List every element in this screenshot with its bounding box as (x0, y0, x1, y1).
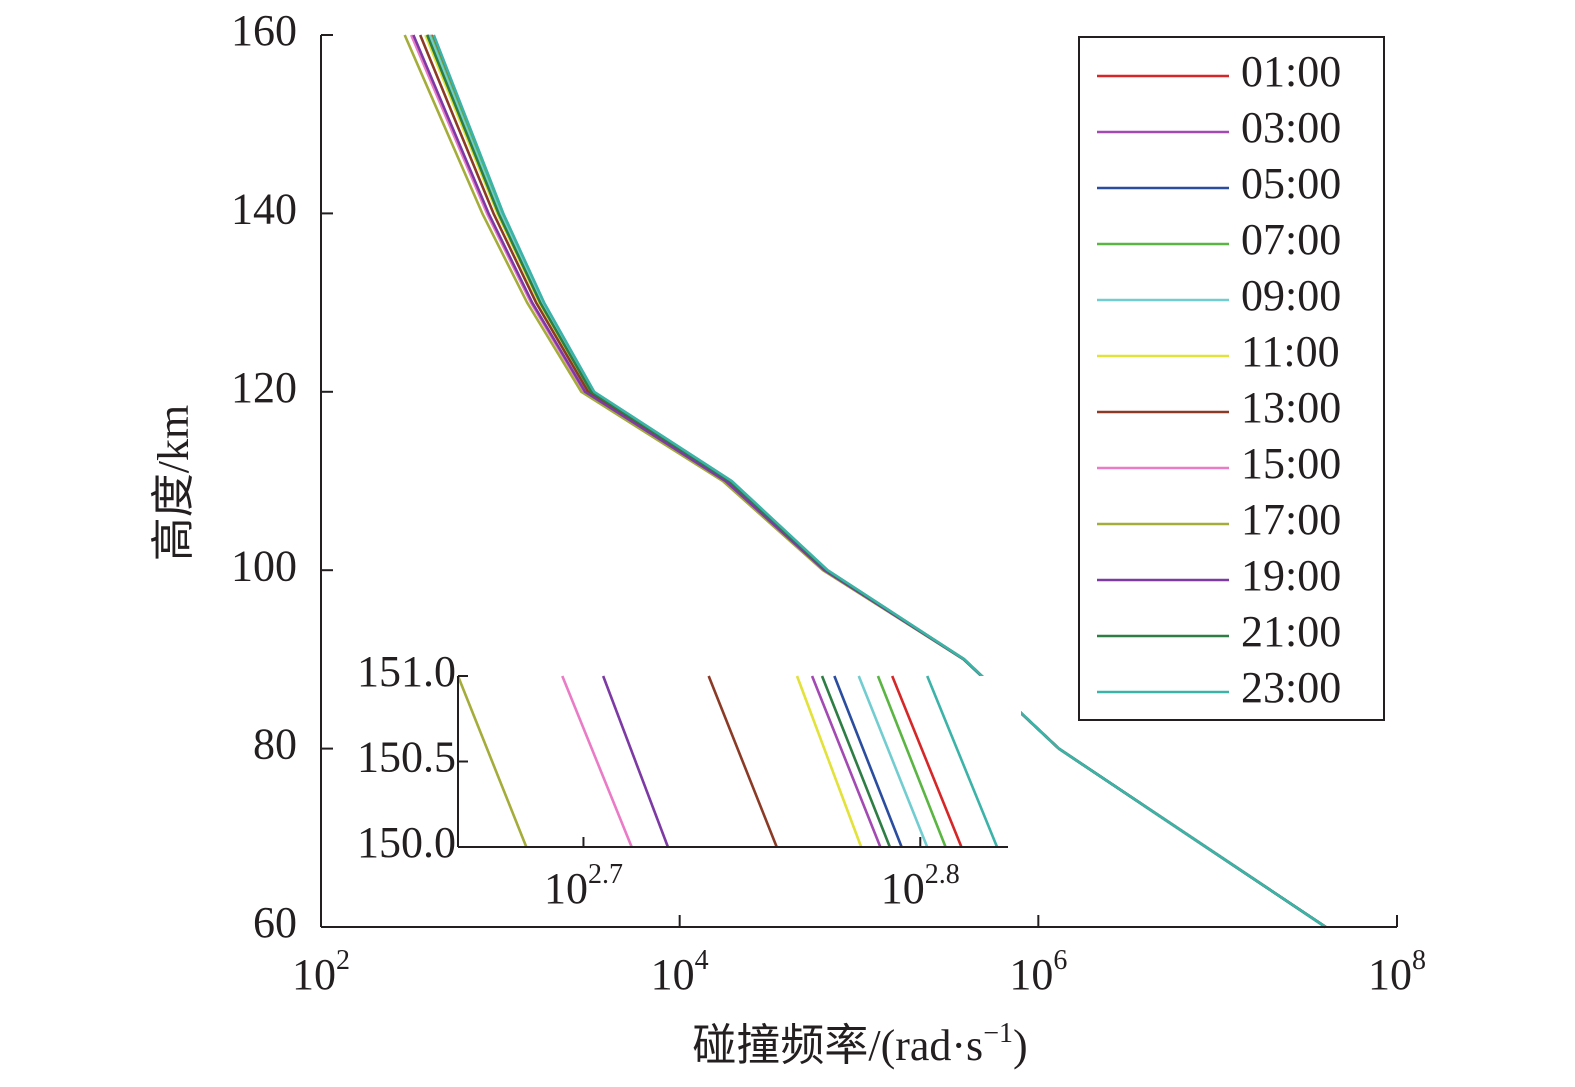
inset-series-line-1500 (561, 675, 633, 848)
inset-series-line-2100 (820, 675, 892, 848)
inset-series-line-0900 (857, 675, 929, 848)
y-tick-label: 160 (231, 6, 297, 55)
inset-series-line-1300 (707, 675, 778, 848)
inset-y-tick-label: 150.5 (357, 733, 456, 782)
legend-label: 01:00 (1241, 47, 1341, 96)
inset-x-tick-label: 102.8 (881, 859, 960, 913)
x-axis-title-exponent: −1 (983, 1018, 1013, 1049)
y-tick-label: 140 (231, 184, 297, 233)
inset-series-line-0700 (876, 675, 947, 848)
inset-axes: 150.0 150.5 151.0 102.7 102.8 (357, 647, 1008, 913)
y-tick-label: 60 (253, 898, 297, 947)
inset-series-line-0100 (890, 675, 963, 848)
inset-series-line-2300 (926, 675, 999, 848)
x-axis-title-close: ) (1013, 1021, 1028, 1070)
legend-label: 17:00 (1241, 495, 1341, 544)
legend-label: 09:00 (1241, 271, 1341, 320)
legend-label: 23:00 (1241, 663, 1341, 712)
legend-box (1078, 36, 1385, 721)
inset-series-line-0300 (810, 675, 882, 848)
y-tick-label: 80 (253, 720, 297, 769)
inset-series-line-1900 (601, 675, 670, 848)
inset-x-tick-label: 102.7 (544, 859, 623, 913)
x-tick-label: 102 (292, 945, 350, 999)
legend-label: 05:00 (1241, 159, 1341, 208)
main-axes: 60 80 100 120 140 160 102 104 106 108 (231, 6, 1426, 999)
legend-label: 21:00 (1241, 607, 1341, 656)
legend-label: 11:00 (1241, 327, 1340, 376)
inset-series-line-1100 (795, 675, 863, 848)
y-tick-label: 100 (231, 541, 297, 590)
legend: 01:00 03:00 05:00 07:00 09:00 11:00 13:00 15:00… (1078, 36, 1385, 721)
inset-series-line-0500 (833, 675, 903, 848)
inset-plot: 150.0 150.5 151.0 102.7 102.8 (357, 647, 1021, 913)
x-axis-title-main: 碰撞频率/(rad·s (692, 1021, 983, 1070)
inset-series-line-1700 (456, 675, 528, 848)
legend-label: 15:00 (1241, 439, 1341, 488)
x-tick-label: 106 (1009, 945, 1067, 999)
x-tick-label: 108 (1368, 945, 1426, 999)
legend-label: 19:00 (1241, 551, 1341, 600)
x-tick-label: 104 (651, 945, 709, 999)
inset-y-tick-label: 151.0 (357, 647, 456, 696)
legend-label: 03:00 (1241, 103, 1341, 152)
x-axis-title: 碰撞频率/(rad·s−1) (692, 1018, 1027, 1070)
inset-y-tick-label: 150.0 (357, 818, 456, 867)
legend-label: 07:00 (1241, 215, 1341, 264)
inset-plot-lines (456, 675, 999, 848)
y-axis-title: 高度/km (149, 405, 198, 561)
legend-label: 13:00 (1241, 383, 1341, 432)
y-tick-label: 120 (231, 363, 297, 412)
